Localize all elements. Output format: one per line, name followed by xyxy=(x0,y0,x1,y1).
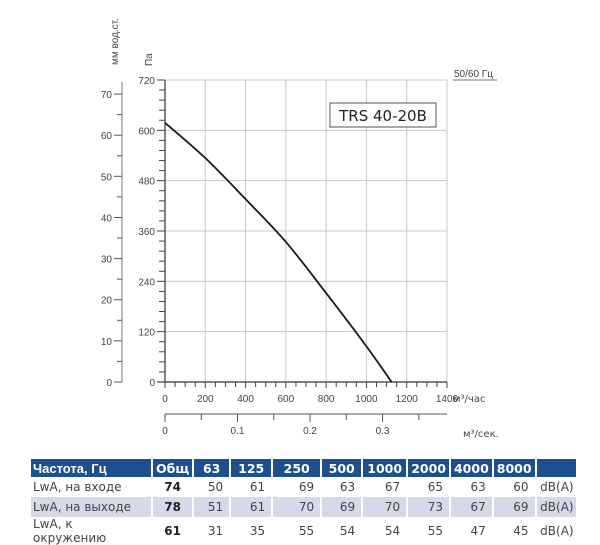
noise-table: Частота, Гц Общ 63 125 250 500 1000 2000… xyxy=(29,459,578,545)
cell-63: 50 xyxy=(207,480,224,494)
cell-500: 69 xyxy=(322,497,362,517)
svg-text:120: 120 xyxy=(138,328,155,339)
svg-text:40: 40 xyxy=(101,213,113,224)
svg-text:60: 60 xyxy=(101,131,113,142)
svg-text:240: 240 xyxy=(138,277,155,288)
pressure-curve xyxy=(164,122,393,383)
svg-text:0.1: 0.1 xyxy=(231,426,245,437)
cell-2000: 55 xyxy=(427,524,443,538)
model-label-box: TRS 40-20B xyxy=(329,102,437,128)
svg-text:480: 480 xyxy=(138,177,155,188)
svg-text:720: 720 xyxy=(138,76,155,87)
cell-unit: dB(A) xyxy=(536,497,576,517)
svg-text:800: 800 xyxy=(318,394,335,405)
header-250: 250 xyxy=(273,459,321,477)
cell-8000: 60 xyxy=(513,480,529,494)
svg-text:30: 30 xyxy=(101,255,113,266)
cell-63: 51 xyxy=(194,497,230,517)
header-1000: 1000 xyxy=(363,459,407,477)
header-125: 125 xyxy=(231,459,272,477)
y-axis-title: Па xyxy=(144,53,155,66)
svg-text:0.2: 0.2 xyxy=(303,426,317,437)
cell-4000: 67 xyxy=(450,497,492,517)
cell-63: 31 xyxy=(207,524,224,538)
cell-125: 61 xyxy=(231,497,272,517)
header-8000: 8000 xyxy=(493,459,535,477)
cell-2000: 65 xyxy=(427,480,443,494)
cell-8000: 69 xyxy=(493,497,535,517)
chart-grid xyxy=(165,79,448,382)
frequency-label: 50/60 Гц xyxy=(454,69,493,80)
table-row-outlet: LwA, на выходе 78 51 61 70 69 70 73 67 6… xyxy=(31,497,576,517)
row-label: LwA, к окружению xyxy=(33,517,107,545)
header-2000: 2000 xyxy=(408,459,449,477)
cell-250: 55 xyxy=(298,524,315,538)
header-frequency: Частота, Гц xyxy=(31,459,151,477)
row-total: 61 xyxy=(164,524,181,538)
cell-4000: 47 xyxy=(470,524,486,538)
cell-250: 69 xyxy=(298,480,315,494)
svg-text:600: 600 xyxy=(138,126,155,137)
table-row-surroundings: LwA, к окружению 61 31 35 55 54 54 55 47… xyxy=(31,517,576,545)
cell-1000: 67 xyxy=(384,480,401,494)
svg-text:0: 0 xyxy=(162,394,168,405)
header-4000: 4000 xyxy=(450,459,492,477)
svg-text:0: 0 xyxy=(106,378,112,389)
svg-text:1000: 1000 xyxy=(355,394,378,405)
svg-text:360: 360 xyxy=(138,227,155,238)
svg-text:200: 200 xyxy=(197,394,214,405)
row-total: 74 xyxy=(164,480,181,494)
cell-250: 70 xyxy=(273,497,321,517)
cell-2000: 73 xyxy=(408,497,449,517)
svg-text:0.3: 0.3 xyxy=(376,426,390,437)
svg-text:600: 600 xyxy=(278,394,295,405)
chart-axes xyxy=(114,79,448,422)
x-axis-title: м³/час xyxy=(453,394,485,405)
noise-table-header: Частота, Гц Общ 63 125 250 500 1000 2000… xyxy=(31,459,576,477)
x2-axis-title: м³/сек. xyxy=(463,429,499,440)
svg-text:400: 400 xyxy=(237,394,254,405)
svg-text:10: 10 xyxy=(101,337,113,348)
svg-text:0: 0 xyxy=(162,426,168,437)
table-row-inlet: LwA, на входе 74 50 61 69 63 67 65 63 60… xyxy=(31,477,576,497)
cell-500: 63 xyxy=(339,480,356,494)
cell-8000: 45 xyxy=(513,524,529,538)
svg-text:0: 0 xyxy=(149,378,155,389)
svg-text:1400: 1400 xyxy=(436,394,459,405)
row-total: 78 xyxy=(153,497,193,517)
y2-axis-title: мм вод.ст. xyxy=(110,18,121,65)
row-label: LwA, на выходе xyxy=(31,497,151,517)
cell-125: 61 xyxy=(249,480,266,494)
cell-4000: 63 xyxy=(470,480,486,494)
header-total: Общ xyxy=(153,459,193,477)
row-label: LwA, на входе xyxy=(33,480,122,494)
model-label: TRS 40-20B xyxy=(338,107,427,125)
svg-text:70: 70 xyxy=(101,90,113,101)
cell-1000: 70 xyxy=(363,497,407,517)
cell-unit: dB(A) xyxy=(540,480,574,494)
cell-1000: 54 xyxy=(384,524,401,538)
header-unit xyxy=(536,459,576,477)
svg-text:1200: 1200 xyxy=(396,394,419,405)
cell-125: 35 xyxy=(249,524,266,538)
svg-text:50: 50 xyxy=(101,172,113,183)
svg-text:20: 20 xyxy=(101,296,113,307)
header-63: 63 xyxy=(194,459,230,477)
cell-500: 54 xyxy=(339,524,356,538)
cell-unit: dB(A) xyxy=(540,524,574,538)
header-500: 500 xyxy=(322,459,362,477)
